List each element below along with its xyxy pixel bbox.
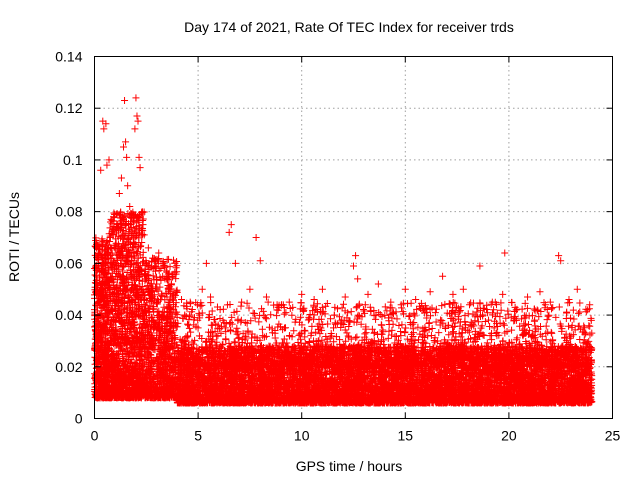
data-point	[98, 235, 106, 243]
data-point	[96, 274, 104, 282]
data-point	[92, 237, 100, 244]
data-point	[92, 344, 100, 352]
data-point	[103, 294, 111, 302]
chart-title: Day 174 of 2021, Rate Of TEC Index for r…	[184, 19, 514, 35]
data-point	[101, 309, 109, 317]
data-point	[101, 285, 109, 293]
data-point	[92, 264, 100, 272]
data-points	[91, 94, 596, 407]
data-point	[101, 324, 109, 332]
data-point	[97, 271, 105, 279]
data-point	[94, 256, 102, 264]
data-point	[170, 256, 178, 264]
data-point	[94, 358, 102, 366]
data-point	[99, 246, 107, 254]
data-point	[126, 267, 134, 275]
data-point	[100, 313, 108, 321]
